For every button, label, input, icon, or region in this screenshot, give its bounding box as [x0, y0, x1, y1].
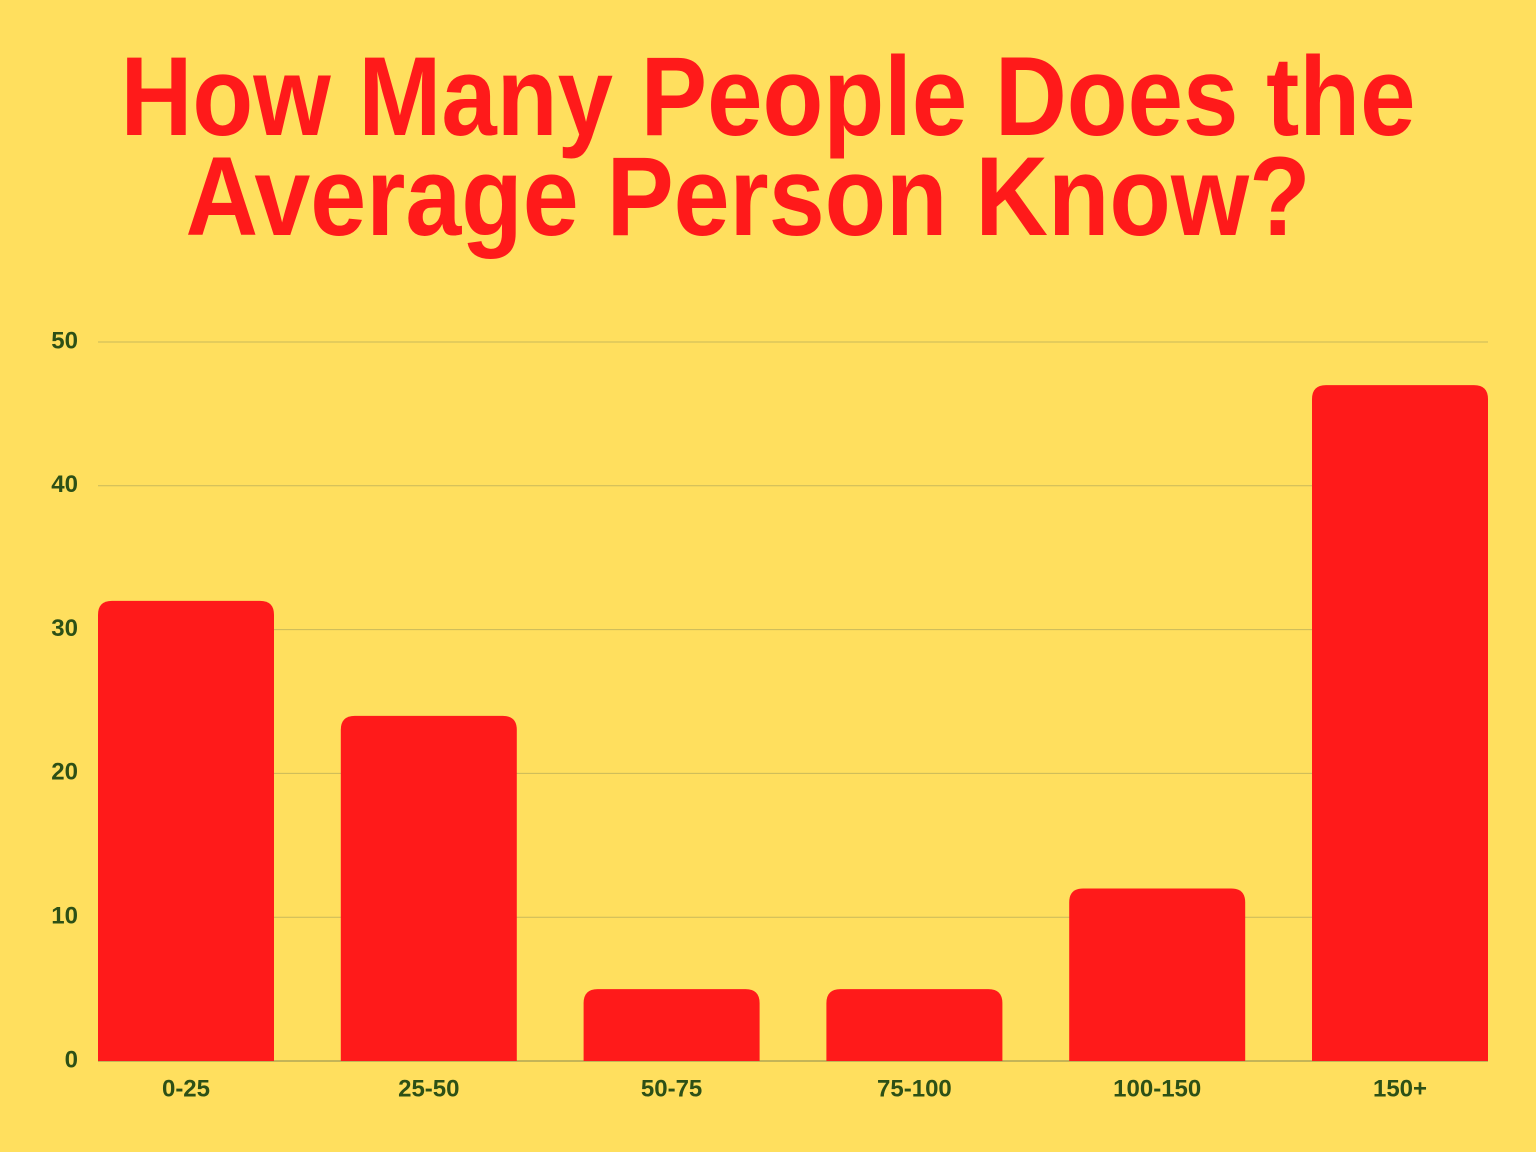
x-tick-label: 0-25: [162, 1075, 210, 1102]
chart-title: How Many People Does the: [121, 34, 1416, 159]
bar: [1069, 888, 1246, 1061]
x-tick-label: 100-150: [1113, 1075, 1201, 1102]
bar: [340, 715, 517, 1061]
x-tick-label: 150+: [1373, 1075, 1427, 1102]
x-tick-label: 25-50: [398, 1075, 459, 1102]
bar: [826, 989, 1003, 1061]
bar: [583, 989, 760, 1061]
y-tick-label: 20: [51, 759, 78, 786]
x-tick-label: 50-75: [641, 1075, 702, 1102]
bar: [98, 600, 274, 1061]
bar: [1312, 385, 1488, 1061]
y-tick-label: 50: [51, 327, 78, 354]
y-tick-label: 30: [51, 615, 78, 642]
chart-title: Average Person Know?: [186, 134, 1311, 259]
y-tick-label: 0: [65, 1046, 78, 1073]
x-tick-label: 75-100: [877, 1075, 952, 1102]
y-tick-label: 10: [51, 903, 78, 930]
y-tick-label: 40: [51, 471, 78, 498]
